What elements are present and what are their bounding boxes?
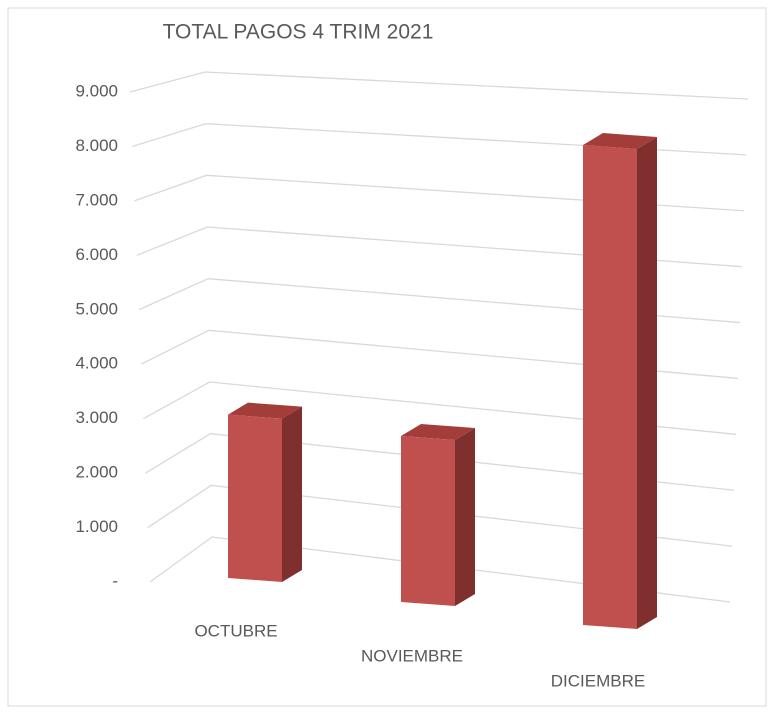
grid-line [132,123,747,156]
bar [401,436,455,606]
grid-line [145,432,735,491]
y-tick-label: 1.000 [75,517,118,536]
grid-line [134,174,745,212]
y-tick-label: 7.000 [75,190,118,209]
x-tick-label: NOVIEMBRE [361,646,463,665]
grid-line [129,71,749,100]
bar-top [228,402,302,419]
y-tick-label: 2.000 [75,463,118,482]
bar [228,414,282,582]
grid-line [140,329,739,380]
grid-line [147,484,733,547]
bar-side [637,137,657,629]
grid-line [143,381,737,435]
bar-top [401,424,475,441]
bar-side [455,428,475,606]
y-tick-label: 9.000 [75,81,118,100]
y-tick-label: 6.000 [75,245,118,264]
y-tick-label: 8.000 [75,136,118,155]
x-tick-label: OCTUBRE [194,621,277,640]
grid-line [149,536,731,603]
bar [583,145,637,629]
bar-top [583,133,657,149]
grid-line [136,226,743,268]
y-tick-label: - [112,571,118,590]
y-tick-label: 3.000 [75,408,118,427]
x-tick-label: DICIEMBRE [551,671,645,690]
bar-side [282,406,302,582]
chart-title: TOTAL PAGOS 4 TRIM 2021 [163,21,434,44]
y-tick-label: 4.000 [75,354,118,373]
y-tick-label: 5.000 [75,299,118,318]
grid-line [138,278,741,324]
